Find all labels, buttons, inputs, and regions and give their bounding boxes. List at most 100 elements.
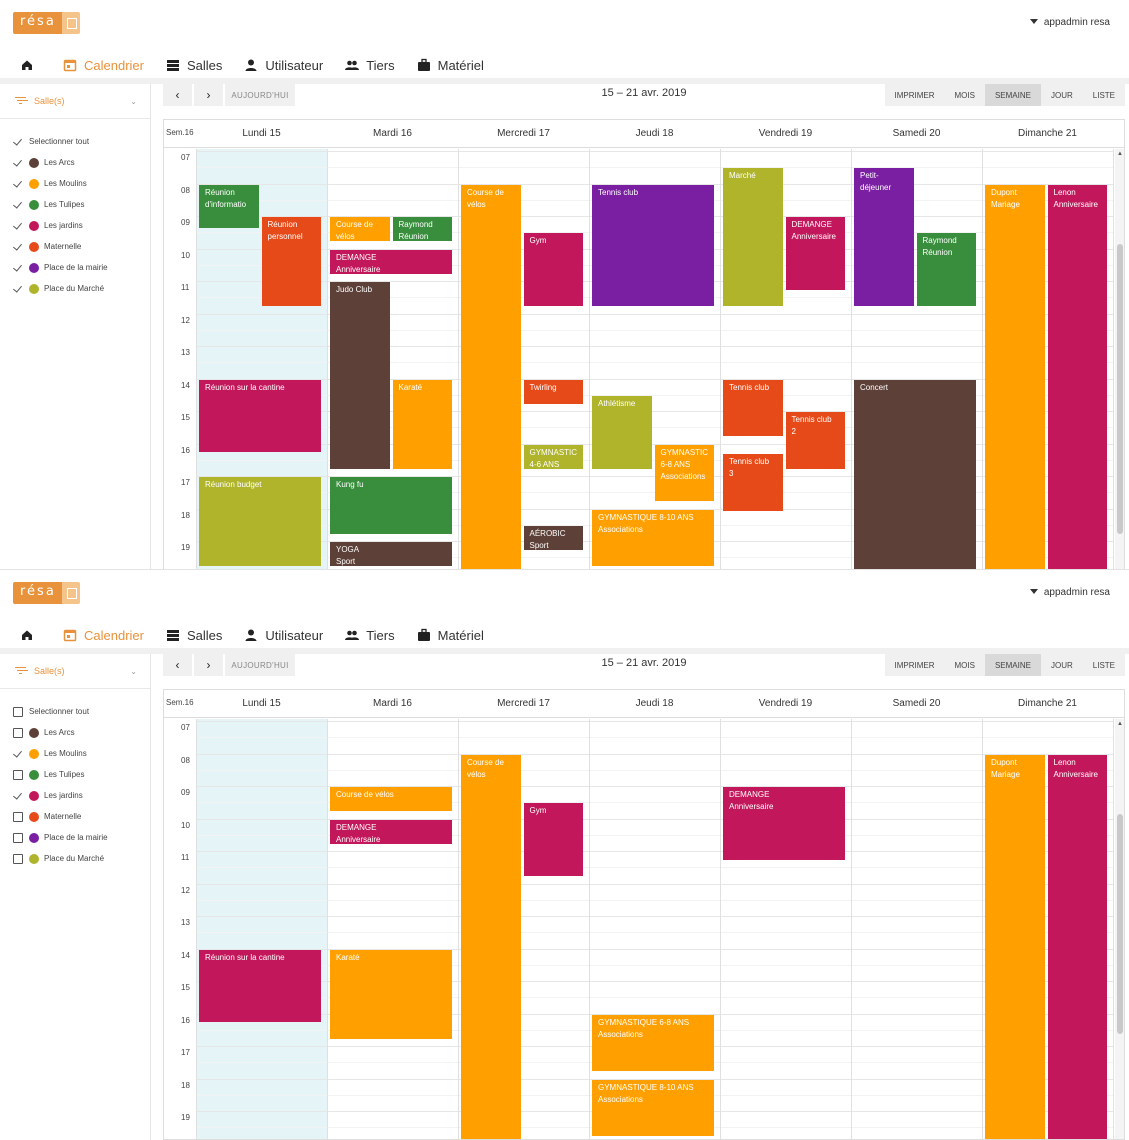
checkmark-icon[interactable]	[13, 179, 23, 189]
scrollbar-thumb[interactable]	[1117, 814, 1123, 1034]
calendar-event[interactable]: GYMNASTIC 4-6 ANS	[523, 444, 583, 469]
scroll-up-icon[interactable]: ▲	[1117, 721, 1123, 727]
prev-week-button[interactable]: ‹	[163, 84, 192, 106]
room-filter-item[interactable]: Les Arcs	[0, 152, 150, 173]
room-filter-dropdown[interactable]: Salle(s) ⌄	[0, 654, 150, 689]
next-week-button[interactable]: ›	[194, 654, 223, 676]
checkbox-unchecked[interactable]	[13, 769, 23, 780]
calendar-event[interactable]: Course de vélos	[461, 754, 521, 1139]
calendar-event[interactable]: Course de vélos	[330, 217, 390, 241]
room-filter-item[interactable]: Les jardins	[0, 215, 150, 236]
day-header[interactable]: Jeudi 18	[635, 128, 674, 139]
day-header[interactable]: Mardi 16	[373, 698, 412, 709]
calendar-event[interactable]: DEMANGE Anniversaire	[723, 787, 845, 860]
view-mois-button[interactable]: MOIS	[944, 84, 985, 106]
nav-materiel[interactable]: Matériel	[417, 628, 484, 643]
today-button[interactable]: AUJOURD'HUI	[225, 84, 295, 106]
calendar-event[interactable]: Réunion sur la cantine	[199, 379, 321, 453]
calendar-scrollbar[interactable]: ▲▼	[1115, 719, 1124, 1139]
view-liste-button[interactable]: LISTE	[1082, 654, 1125, 676]
day-header[interactable]: Lundi 15	[242, 128, 281, 139]
checkbox-unchecked[interactable]	[13, 853, 23, 864]
day-header[interactable]: Vendredi 19	[758, 128, 813, 139]
checkbox-unchecked[interactable]	[13, 832, 23, 843]
nav-salles[interactable]: Salles	[166, 58, 222, 73]
checkbox-unchecked[interactable]	[13, 727, 23, 738]
calendar-event[interactable]: Tennis club	[723, 379, 783, 436]
day-header[interactable]: Vendredi 19	[758, 698, 813, 709]
resa-logo[interactable]: résa	[13, 582, 80, 604]
view-liste-button[interactable]: LISTE	[1082, 84, 1125, 106]
checkmark-icon[interactable]	[13, 242, 23, 252]
nav-utilisateur[interactable]: Utilisateur	[244, 628, 323, 643]
room-filter-item[interactable]: Maternelle	[0, 806, 150, 827]
calendar-scrollbar[interactable]: ▲▼	[1115, 149, 1124, 569]
calendar-event[interactable]: GYMNASTIQUE 8-10 ANS Associations	[592, 1079, 714, 1136]
calendar-event[interactable]: Tennis club 2	[785, 412, 845, 469]
calendar-event[interactable]: Gym	[523, 233, 583, 306]
calendar-event[interactable]: Twirling	[523, 379, 583, 404]
user-menu[interactable]: appadmin resa	[1029, 17, 1110, 28]
day-header[interactable]: Dimanche 21	[1018, 698, 1077, 709]
view-imprimer-button[interactable]: IMPRIMER	[884, 84, 945, 106]
day-header[interactable]: Mercredi 17	[497, 698, 550, 709]
nav-calendrier[interactable]: Calendrier	[63, 58, 144, 73]
nav-utilisateur[interactable]: Utilisateur	[244, 58, 323, 73]
view-semaine-button[interactable]: SEMAINE	[984, 654, 1041, 676]
scrollbar-thumb[interactable]	[1117, 244, 1123, 534]
day-header[interactable]: Samedi 20	[892, 128, 941, 139]
nav-tiers[interactable]: Tiers	[345, 628, 395, 643]
user-menu[interactable]: appadmin resa	[1029, 587, 1110, 598]
calendar-event[interactable]: DEMANGE Anniversaire	[785, 217, 845, 290]
checkbox-unchecked[interactable]	[13, 706, 23, 717]
calendar-event[interactable]: Raymond Réunion	[916, 233, 976, 306]
view-imprimer-button[interactable]: IMPRIMER	[884, 654, 945, 676]
calendar-event[interactable]: Gym	[523, 803, 583, 876]
room-filter-item[interactable]: Les Moulins	[0, 173, 150, 194]
today-button[interactable]: AUJOURD'HUI	[225, 654, 295, 676]
room-filter-item[interactable]: Les Tulipes	[0, 194, 150, 215]
calendar-event[interactable]: Course de vélos	[330, 787, 452, 811]
select-all-checkbox[interactable]: Selectionner tout	[0, 701, 150, 722]
day-header[interactable]: Mercredi 17	[497, 128, 550, 139]
calendar-event[interactable]: Réunion sur la cantine	[199, 949, 321, 1023]
view-semaine-button[interactable]: SEMAINE	[984, 84, 1041, 106]
calendar-event[interactable]: Marché	[723, 168, 783, 306]
select-all-checkbox[interactable]: Selectionner tout	[0, 131, 150, 152]
calendar-event[interactable]: Raymond Réunion	[392, 217, 452, 241]
room-filter-item[interactable]: Les Arcs	[0, 722, 150, 743]
calendar-event[interactable]: Concert	[854, 379, 976, 569]
calendar-event[interactable]: Dupont Mariage	[985, 184, 1045, 569]
nav-home[interactable]	[20, 58, 41, 72]
room-filter-item[interactable]: Place du Marché	[0, 278, 150, 299]
calendar-event[interactable]: Lenon Anniversaire	[1047, 754, 1107, 1139]
room-filter-item[interactable]: Maternelle	[0, 236, 150, 257]
calendar-event[interactable]: GYMNASTIC 6-8 ANS Associations	[654, 444, 714, 501]
calendar-event[interactable]: Course de vélos	[461, 184, 521, 569]
calendar-event[interactable]: Athlétisme	[592, 395, 652, 469]
room-filter-item[interactable]: Place de la mairie	[0, 827, 150, 848]
day-header[interactable]: Mardi 16	[373, 128, 412, 139]
checkmark-icon[interactable]	[13, 221, 23, 231]
calendar-event[interactable]: Tennis club 3	[723, 454, 783, 511]
checkbox-unchecked[interactable]	[13, 811, 23, 822]
day-header[interactable]: Lundi 15	[242, 698, 281, 709]
view-jour-button[interactable]: JOUR	[1040, 654, 1083, 676]
calendar-event[interactable]: Kung fu	[330, 477, 452, 534]
checkmark-icon[interactable]	[13, 791, 23, 801]
room-filter-item[interactable]: Les Tulipes	[0, 764, 150, 785]
next-week-button[interactable]: ›	[194, 84, 223, 106]
room-filter-dropdown[interactable]: Salle(s) ⌄	[0, 84, 150, 119]
room-filter-item[interactable]: Les Moulins	[0, 743, 150, 764]
view-mois-button[interactable]: MOIS	[944, 654, 985, 676]
calendar-event[interactable]: Karaté	[392, 379, 452, 469]
resa-logo[interactable]: résa	[13, 12, 80, 34]
nav-materiel[interactable]: Matériel	[417, 58, 484, 73]
view-jour-button[interactable]: JOUR	[1040, 84, 1083, 106]
day-header[interactable]: Jeudi 18	[635, 698, 674, 709]
prev-week-button[interactable]: ‹	[163, 654, 192, 676]
calendar-event[interactable]: Réunion personnel	[261, 217, 321, 306]
calendar-event[interactable]: GYMNASTIQUE 6-8 ANS Associations	[592, 1014, 714, 1071]
room-filter-item[interactable]: Place de la mairie	[0, 257, 150, 278]
day-header[interactable]: Samedi 20	[892, 698, 941, 709]
